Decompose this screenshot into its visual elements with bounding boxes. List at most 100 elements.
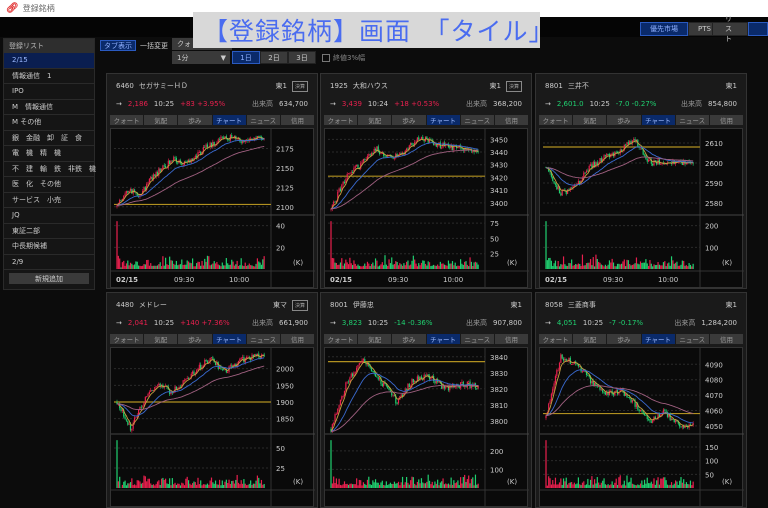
volume-bar [469,483,470,488]
tab-chart[interactable]: チャート [642,115,675,125]
priority-market-button[interactable]: 優先市場 [640,22,688,36]
tab-quote[interactable]: クォート [324,115,357,125]
tab-margin[interactable]: 信用 [710,334,743,344]
tab-quote[interactable]: クォート [110,334,143,344]
tab-news[interactable]: ニュース [247,115,280,125]
volume-bar [560,478,561,488]
tile-view-button[interactable] [748,22,768,36]
tab-ticks[interactable]: 歩み [392,334,425,344]
tab-news[interactable]: ニュース [461,115,494,125]
sidebar-item[interactable]: 医 化 その他 [4,177,94,193]
tab-ticks[interactable]: 歩み [392,115,425,125]
tab-quote[interactable]: クォート [539,334,572,344]
volume-bar [616,266,617,269]
tab-chart[interactable]: チャート [642,334,675,344]
tab-margin[interactable]: 信用 [495,334,528,344]
tab-order-book[interactable]: 気配 [573,334,606,344]
sidebar-item[interactable]: サービス 小売 [4,193,94,209]
tab-margin[interactable]: 信用 [281,334,314,344]
volume-bar [560,264,561,269]
sidebar-item[interactable]: 2/15 [4,53,94,69]
tab-order-book[interactable]: 気配 [358,115,391,125]
tab-news[interactable]: ニュース [461,334,494,344]
volume-bar [126,263,127,269]
volume-label: 出来高 [674,318,695,328]
interval-select[interactable]: 1分▼ [172,51,230,64]
volume-bar [196,263,197,269]
volume-bar [578,477,579,488]
day-3-button[interactable]: 3日 [288,51,316,64]
tab-order-book[interactable]: 気配 [144,115,177,125]
list-view-button[interactable]: リスト [712,22,748,36]
volume-bar [200,480,201,488]
volume-bar [125,481,126,488]
moving-average-line [117,366,264,410]
volume-bar [622,261,623,269]
tab-order-book[interactable]: 気配 [144,334,177,344]
volume-bar [451,478,452,488]
tab-chart[interactable]: チャート [213,115,246,125]
sidebar-item[interactable]: M 情報通信 [4,100,94,116]
tab-ticks[interactable]: 歩み [178,115,211,125]
volume-bar [436,484,437,488]
candle [555,184,556,185]
volume-bar [344,263,345,269]
volume-bar [253,266,254,269]
tab-margin[interactable]: 信用 [710,115,743,125]
tab-view-button[interactable]: タブ表示 [100,40,136,51]
y-tick-label: 3440 [490,149,508,157]
volume-bar [463,477,464,488]
market-toggle: 優先市場 PTS [640,22,721,36]
volume-bar [644,480,645,488]
tab-ticks[interactable]: 歩み [607,334,640,344]
tab-order-book[interactable]: 気配 [358,334,391,344]
tab-news[interactable]: ニュース [247,334,280,344]
sidebar-item[interactable]: 電 機 精 機 [4,146,94,162]
close-range-checkbox[interactable]: 終値3%幅 [322,53,365,63]
tab-ticks[interactable]: 歩み [178,334,211,344]
current-price: 3,823 [342,319,362,327]
tab-margin[interactable]: 信用 [495,115,528,125]
add-list-button[interactable]: 新規追加 [9,273,89,284]
sidebar-item[interactable]: 不 建 輸 鉄 非鉄 機 [4,162,94,178]
sidebar-item[interactable]: 銀 金融 卸 証 食 [4,131,94,147]
tab-margin[interactable]: 信用 [281,115,314,125]
volume-bar [582,255,583,269]
candle [388,388,389,390]
volume-bar [683,261,684,269]
volume-bar [614,266,615,269]
sidebar-item[interactable]: 東証二部 [4,224,94,240]
sidebar-item[interactable]: 中長期候補 [4,239,94,255]
tab-quote[interactable]: クォート [324,334,357,344]
day-2-button[interactable]: 2日 [260,51,288,64]
sidebar-item[interactable]: 2/9 [4,255,94,271]
sidebar-item[interactable]: 情報通信 1 [4,69,94,85]
checkbox-icon[interactable] [322,54,330,62]
y-tick-label: 2580 [705,200,723,208]
sidebar-item[interactable]: M その他 [4,115,94,131]
tab-order-book[interactable]: 気配 [573,115,606,125]
candle [571,364,572,365]
volume-bar [675,480,676,488]
x-tick-label: 10:00 [229,276,249,284]
tab-chart[interactable]: チャート [427,334,460,344]
tab-news[interactable]: ニュース [676,115,709,125]
tab-chart[interactable]: チャート [427,115,460,125]
day-1-button[interactable]: 1日 [232,51,260,64]
sidebar-item[interactable]: IPO [4,84,94,100]
volume-bar [393,265,394,269]
tab-chart[interactable]: チャート [213,334,246,344]
sidebar-item[interactable]: JQ [4,208,94,224]
tab-ticks[interactable]: 歩み [607,115,640,125]
tab-quote[interactable]: クォート [539,115,572,125]
tab-quote[interactable]: クォート [110,115,143,125]
volume-bar [452,261,453,269]
tab-news[interactable]: ニュース [676,334,709,344]
volume-bar [340,262,341,269]
